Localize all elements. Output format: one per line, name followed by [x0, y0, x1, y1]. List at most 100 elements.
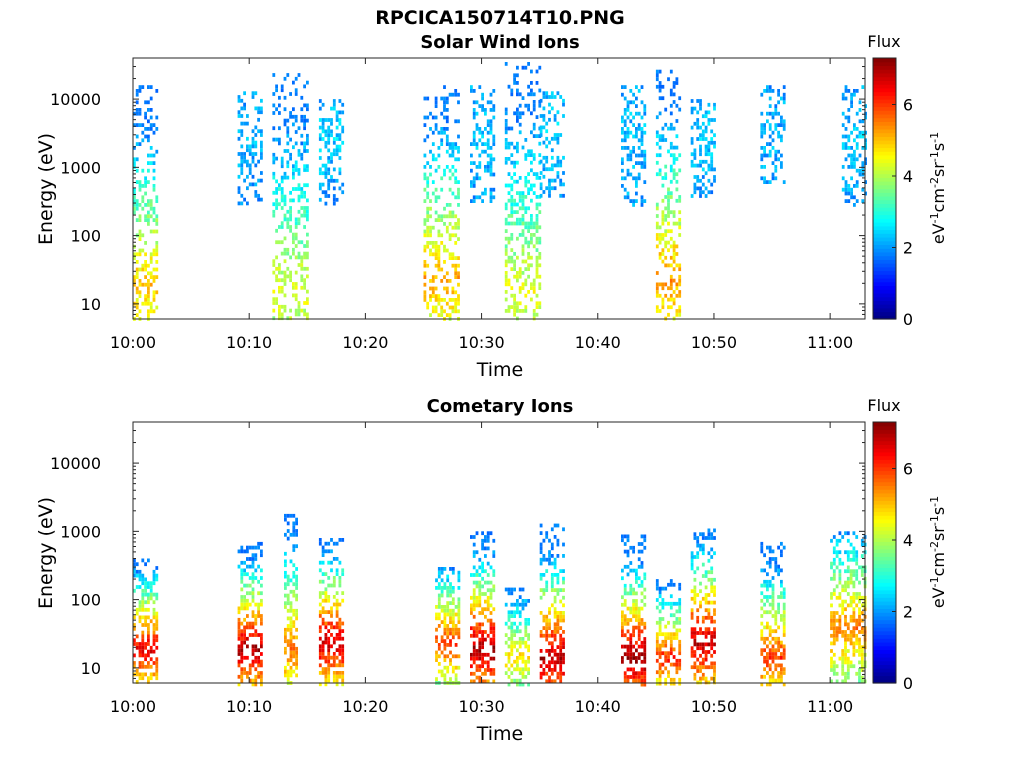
heatmap-cell-12 [844, 641, 847, 646]
heatmap-cell-6 [510, 126, 514, 131]
heatmap-cell-6 [527, 149, 530, 154]
heatmap-cell-7 [550, 561, 554, 566]
heatmap-cell-3 [332, 640, 336, 645]
heatmap-cell-7 [545, 121, 549, 126]
heatmap-cell-3 [335, 144, 339, 149]
heatmap-cell-0 [155, 195, 159, 200]
heatmap-cell-0 [135, 642, 139, 646]
heatmap-cell-9 [669, 594, 673, 599]
heatmap-cell-11 [777, 663, 780, 668]
heatmap-cell-1 [240, 659, 244, 664]
heatmap-cell-7 [539, 675, 543, 680]
heatmap-cell-11 [760, 629, 764, 634]
colorbar-strip [873, 69, 896, 74]
heatmap-cell-2 [289, 217, 292, 222]
heatmap-cell-2 [275, 240, 278, 245]
heatmap-cell-10 [690, 646, 694, 651]
heatmap-cell-4 [431, 191, 435, 196]
heatmap-cell-7 [562, 527, 565, 532]
heatmap-cell-12 [860, 595, 864, 600]
heatmap-cell-4 [443, 168, 446, 173]
heatmap-cell-2 [289, 278, 292, 283]
heatmap-cell-7 [550, 630, 554, 634]
heatmap-cell-0 [147, 661, 150, 665]
heatmap-cell-4 [435, 578, 438, 583]
heatmap-cell-4 [451, 233, 455, 238]
heatmap-cell-7 [545, 664, 549, 668]
heatmap-cell-11 [777, 640, 780, 645]
heatmap-cell-9 [675, 77, 679, 82]
heatmap-cell-2 [272, 202, 276, 207]
heatmap-cell-0 [149, 309, 153, 314]
heatmap-cell-7 [539, 595, 543, 600]
heatmap-cell-2 [295, 582, 298, 587]
heatmap-cell-12 [849, 630, 853, 634]
heatmap-cell-8 [635, 614, 638, 619]
heatmap-cell-3 [335, 557, 339, 561]
heatmap-cell-11 [771, 587, 775, 592]
heatmap-cell-12 [844, 96, 848, 101]
heatmap-cell-10 [713, 528, 716, 533]
heatmap-cell-10 [701, 657, 705, 662]
heatmap-cell-3 [330, 159, 333, 164]
heatmap-cell-1 [251, 182, 255, 187]
heatmap-cell-1 [237, 629, 241, 634]
heatmap-cell-11 [768, 579, 772, 584]
heatmap-cell-0 [138, 664, 142, 669]
heatmap-cell-12 [858, 595, 861, 600]
heatmap-cell-12 [846, 592, 850, 596]
heatmap-cell-1 [257, 110, 260, 115]
heatmap-cell-0 [155, 214, 159, 219]
heatmap-cell-0 [135, 634, 139, 639]
heatmap-cell-3 [321, 129, 325, 134]
heatmap-cell-0 [144, 577, 147, 582]
heatmap-cell-6 [535, 81, 539, 85]
heatmap-cell-2 [303, 84, 306, 89]
heatmap-cell-6 [516, 667, 519, 672]
heatmap-cell-11 [760, 127, 764, 131]
heatmap-cell-11 [766, 545, 769, 550]
heatmap-cell-12 [855, 637, 859, 642]
heatmap-cell-5 [489, 641, 493, 646]
heatmap-cell-1 [240, 633, 244, 637]
colorbar-strip [873, 121, 896, 126]
heatmap-cell-2 [283, 304, 287, 309]
heatmap-cell-1 [237, 610, 241, 615]
heatmap-cell-3 [341, 655, 345, 660]
heatmap-cell-6 [527, 267, 530, 271]
heatmap-cell-0 [147, 592, 150, 597]
heatmap-cell-6 [538, 65, 542, 70]
heatmap-cell-11 [766, 180, 769, 184]
heatmap-cell-6 [518, 198, 522, 203]
heatmap-cell-10 [713, 589, 716, 594]
heatmap-cell-6 [518, 652, 522, 656]
heatmap-cell-6 [516, 663, 519, 668]
heatmap-cell-3 [327, 167, 331, 172]
heatmap-cell-4 [426, 180, 430, 184]
heatmap-cell-2 [303, 103, 306, 108]
heatmap-cell-9 [664, 138, 668, 142]
heatmap-cell-0 [133, 623, 136, 627]
heatmap-cell-5 [481, 664, 484, 669]
heatmap-cell-5 [478, 85, 482, 89]
heatmap-cell-0 [135, 111, 139, 116]
heatmap-cell-1 [246, 614, 249, 618]
heatmap-cell-5 [492, 649, 496, 653]
heatmap-cell-11 [768, 674, 772, 679]
heatmap-cell-7 [539, 588, 543, 592]
y-tick-label: 100 [70, 227, 101, 246]
heatmap-cell-1 [240, 640, 244, 645]
heatmap-cell-5 [470, 595, 473, 600]
heatmap-cell-2 [297, 301, 301, 305]
heatmap-cell-8 [623, 187, 627, 192]
heatmap-cell-3 [321, 560, 325, 565]
heatmap-cell-8 [626, 621, 630, 626]
heatmap-cell-5 [481, 538, 484, 543]
heatmap-cell-3 [335, 133, 339, 138]
heatmap-cell-2 [278, 103, 281, 108]
heatmap-cell-9 [669, 103, 673, 108]
heatmap-cell-0 [147, 199, 150, 203]
colorbar-strip [873, 541, 896, 546]
heatmap-cell-4 [454, 627, 458, 632]
heatmap-cell-0 [152, 611, 156, 616]
